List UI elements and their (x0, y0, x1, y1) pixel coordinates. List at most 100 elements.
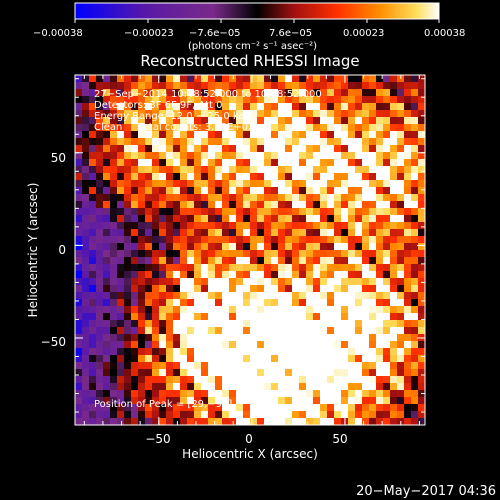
heatmap-cell (82, 159, 90, 167)
heatmap-cell (222, 173, 230, 181)
heatmap-cell (327, 96, 335, 104)
heatmap-cell (180, 299, 188, 307)
heatmap-cell (418, 187, 425, 195)
heatmap-cell (103, 180, 111, 188)
heatmap-cell (173, 390, 181, 398)
heatmap-cell (306, 173, 314, 181)
heatmap-cell (334, 334, 342, 342)
heatmap-cell (278, 124, 286, 132)
heatmap-cell (397, 124, 405, 132)
heatmap-cell (369, 383, 377, 391)
heatmap-cell (376, 341, 384, 349)
heatmap-cell (264, 215, 272, 223)
heatmap-cell (75, 159, 83, 167)
heatmap-cell (89, 117, 97, 125)
heatmap-cell (166, 75, 174, 83)
heatmap-cell (411, 348, 419, 356)
heatmap-cell (208, 320, 216, 328)
heatmap-cell (243, 285, 251, 293)
heatmap-cell (222, 397, 230, 405)
heatmap-cell (327, 194, 335, 202)
heatmap-cell (390, 292, 398, 300)
heatmap-cell (320, 145, 328, 153)
heatmap-cell (348, 96, 356, 104)
heatmap-cell (299, 110, 307, 118)
heatmap-cell (187, 397, 195, 405)
heatmap-cell (236, 103, 244, 111)
heatmap-cell (334, 89, 342, 97)
heatmap-cell (208, 411, 216, 419)
heatmap-cell (131, 418, 139, 425)
heatmap-cell (411, 173, 419, 181)
heatmap-cell (117, 194, 125, 202)
heatmap-cell (292, 166, 300, 174)
heatmap-cell (159, 152, 167, 160)
heatmap-cell (257, 299, 265, 307)
heatmap-cell (418, 222, 425, 230)
heatmap-cell (355, 110, 363, 118)
colorbar-tick-label-2: −7.6e−05 (189, 28, 241, 39)
heatmap-cell (271, 299, 279, 307)
heatmap-cell (173, 138, 181, 146)
heatmap-cell (131, 159, 139, 167)
heatmap-cell (110, 306, 118, 314)
heatmap-cell (96, 397, 104, 405)
heatmap-cell (180, 334, 188, 342)
heatmap-cell (117, 355, 125, 363)
heatmap-cell (285, 257, 293, 265)
heatmap-cell (257, 383, 265, 391)
heatmap-cell (348, 152, 356, 160)
heatmap-cell (236, 418, 244, 425)
heatmap-cell (96, 243, 104, 251)
heatmap-cell (250, 124, 258, 132)
heatmap-cell (208, 138, 216, 146)
heatmap-cell (215, 404, 223, 412)
heatmap-cell (138, 110, 146, 118)
heatmap-cell (397, 117, 405, 125)
heatmap-cell (250, 229, 258, 237)
heatmap-cell (152, 348, 160, 356)
heatmap-cell (418, 418, 425, 425)
heatmap-cell (243, 320, 251, 328)
heatmap-cell (376, 96, 384, 104)
heatmap-cell (271, 96, 279, 104)
heatmap-cell (215, 306, 223, 314)
heatmap-cell (152, 299, 160, 307)
heatmap-cell (215, 313, 223, 321)
heatmap-cell (75, 208, 83, 216)
heatmap-cell (250, 271, 258, 279)
heatmap-cell (327, 180, 335, 188)
heatmap-cell (334, 159, 342, 167)
heatmap-cell (383, 306, 391, 314)
heatmap-cell (187, 96, 195, 104)
heatmap-cell (306, 334, 314, 342)
heatmap-cell (299, 411, 307, 419)
heatmap-cell (404, 243, 412, 251)
heatmap-cell (96, 82, 104, 90)
heatmap-cell (243, 369, 251, 377)
heatmap-cell (173, 243, 181, 251)
heatmap-cell (383, 159, 391, 167)
heatmap-cell (187, 292, 195, 300)
heatmap-cell (180, 250, 188, 258)
heatmap-cell (362, 145, 370, 153)
heatmap-cell (320, 404, 328, 412)
heatmap-cell (208, 159, 216, 167)
heatmap-cell (82, 103, 90, 111)
heatmap-cell (222, 264, 230, 272)
heatmap-cell (264, 229, 272, 237)
heatmap-cell (376, 348, 384, 356)
heatmap-cell (313, 285, 321, 293)
heatmap-cell (96, 411, 104, 419)
heatmap-cell (117, 173, 125, 181)
heatmap-cell (341, 369, 349, 377)
heatmap-cell (166, 257, 174, 265)
heatmap-cell (327, 138, 335, 146)
heatmap-cell (173, 236, 181, 244)
heatmap-cell (89, 110, 97, 118)
heatmap-cell (341, 103, 349, 111)
heatmap-cell (173, 376, 181, 384)
heatmap-cell (82, 369, 90, 377)
heatmap-cell (257, 82, 265, 90)
heatmap-cell (103, 124, 111, 132)
